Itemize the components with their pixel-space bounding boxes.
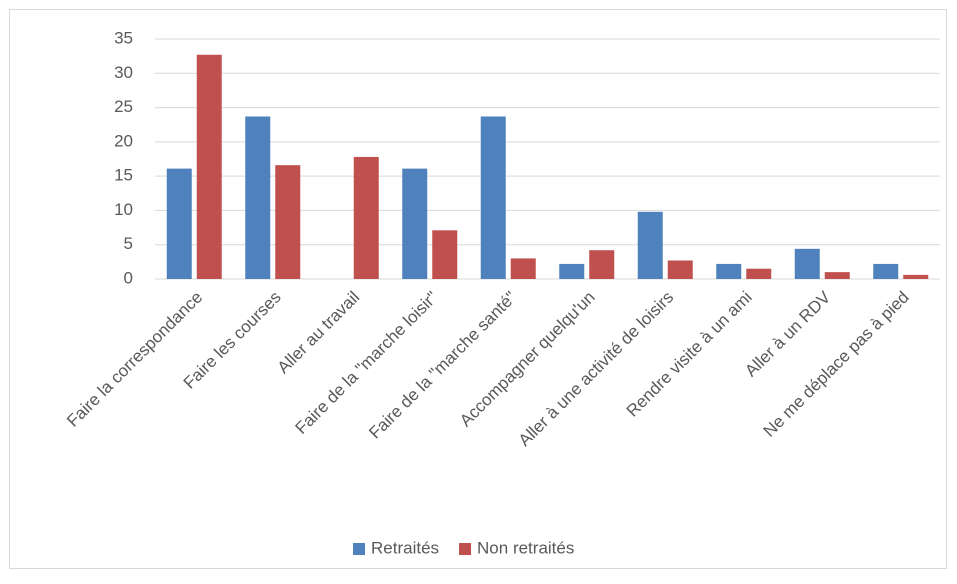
y-tick-label: 35 [114,28,133,47]
y-tick-label: 20 [114,131,133,150]
bar [716,263,742,279]
bar [903,274,929,279]
bar [637,211,663,279]
y-tick-label: 15 [114,166,133,185]
bar [166,168,192,279]
bar [746,268,772,279]
bar [589,250,615,279]
y-tick-label: 5 [124,234,133,253]
bar [480,116,506,279]
bar [873,263,899,279]
chart-border [9,9,947,569]
y-tick-label: 0 [124,268,133,287]
bar [432,230,458,279]
y-tick-label: 25 [114,97,133,116]
y-tick-label: 10 [114,200,133,219]
bar [353,156,379,279]
legend-swatch [459,543,472,555]
bar [824,272,850,279]
bar [559,263,585,279]
bar [667,260,693,279]
bar [402,168,428,279]
bar [510,258,536,279]
legend-label: Non retraités [477,538,574,557]
bar [794,248,820,279]
legend-label: Retraités [371,538,439,557]
y-tick-label: 30 [114,63,133,82]
bar [196,54,222,280]
bar [245,116,271,279]
bar [275,165,301,279]
legend-swatch [353,543,365,555]
